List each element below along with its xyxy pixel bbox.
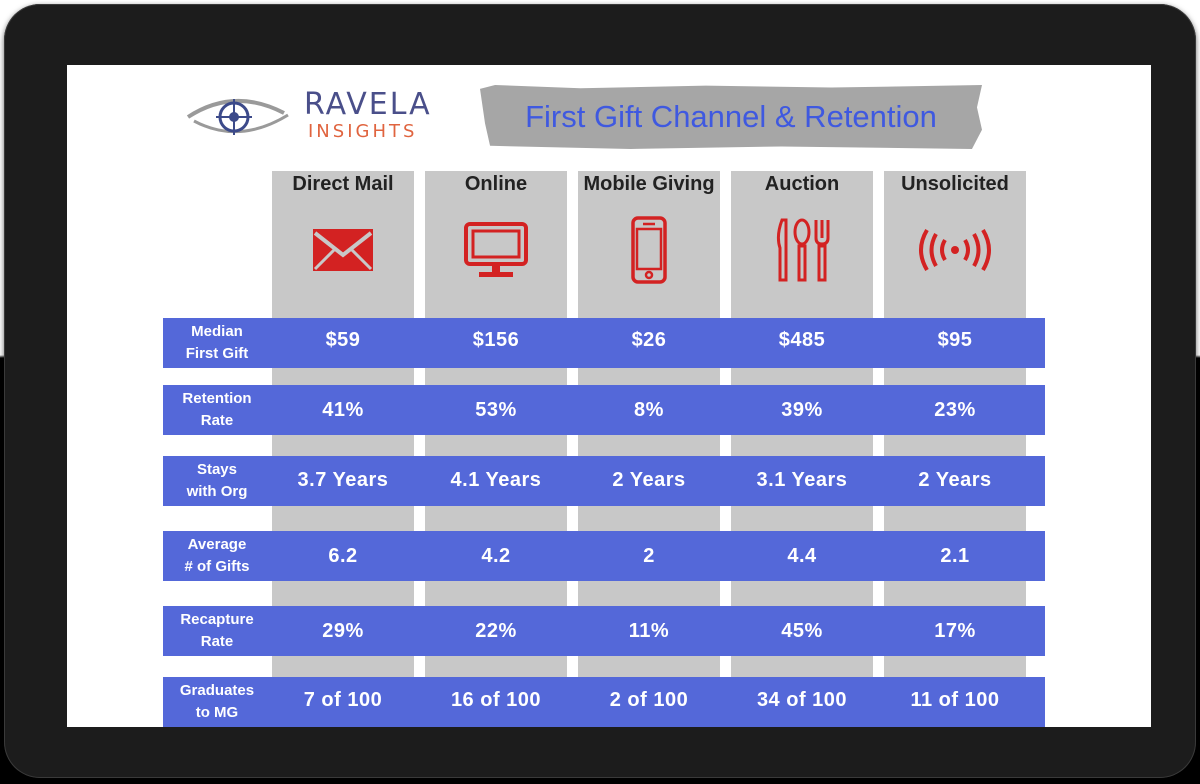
- table-row-median-first-gift: [163, 318, 1045, 368]
- table-cell: 16 of 100: [450, 688, 542, 711]
- envelope-icon: [313, 229, 373, 271]
- table-row-recapture-rate: [163, 606, 1045, 656]
- table-cell: 2 of 100: [609, 688, 689, 711]
- table-cell: 41%: [322, 398, 364, 421]
- table-cell: 11%: [628, 619, 670, 642]
- logo-insights-text: INSIGHTS: [308, 121, 418, 142]
- column-title: Mobile Giving: [583, 173, 715, 195]
- cutlery-icon: [776, 218, 830, 282]
- table-cell: $59: [325, 328, 361, 351]
- tablet-frame: RAVELA INSIGHTS First Gift Channel & Ret…: [4, 4, 1196, 778]
- table-cell: 2.1: [940, 544, 970, 567]
- row-label: Retention Rate: [182, 390, 252, 429]
- page-title: First Gift Channel & Retention: [525, 99, 937, 134]
- column-title: Unsolicited: [901, 173, 1009, 195]
- monitor-icon: [464, 222, 528, 277]
- table-cell: 8%: [634, 398, 664, 421]
- screen: RAVELA INSIGHTS First Gift Channel & Ret…: [67, 65, 1151, 727]
- table-row-retention-rate: [163, 385, 1045, 435]
- row-label: Recapture Rate: [180, 611, 254, 650]
- column-title: Online: [464, 173, 528, 195]
- table-cell: 2: [643, 544, 655, 567]
- logo-ravela-text: RAVELA: [304, 87, 432, 122]
- broadcast-icon: [919, 228, 991, 272]
- table-cell: 3.7 Years: [297, 468, 389, 491]
- table-row-stays-with-org: [163, 456, 1045, 506]
- title-banner-bg: [480, 85, 982, 149]
- table-cell: 22%: [475, 619, 517, 642]
- phone-icon: [631, 216, 667, 284]
- table-cell: 4.4: [787, 544, 817, 567]
- table-cell: $485: [778, 328, 826, 351]
- row-label: Average # of Gifts: [184, 536, 250, 575]
- table-cell: 11 of 100: [910, 688, 1000, 711]
- row-label: Stays with Org: [186, 461, 248, 500]
- ravela-logo: RAVELA INSIGHTS: [184, 85, 444, 145]
- table-cell: 39%: [781, 398, 823, 421]
- table-cell: 23%: [934, 398, 976, 421]
- row-label: Median First Gift: [185, 323, 249, 362]
- table-cell: 34 of 100: [756, 688, 848, 711]
- row-label: Graduates to MG: [179, 682, 255, 721]
- table-cell: 29%: [322, 619, 364, 642]
- table-cell: $156: [472, 328, 520, 351]
- table-cell: 17%: [934, 619, 976, 642]
- table-cell: 2 Years: [918, 468, 992, 491]
- table-row-average-gifts: [163, 531, 1045, 581]
- table-cell: $26: [631, 328, 667, 351]
- column-title: Auction: [764, 173, 840, 195]
- table-cell: 4.1 Years: [450, 468, 542, 491]
- column-title: Direct Mail: [292, 173, 394, 195]
- eye-logo-icon: [186, 98, 289, 135]
- table-cell: 2 Years: [612, 468, 686, 491]
- table-cell: 6.2: [328, 544, 358, 567]
- table-cell: 45%: [781, 619, 823, 642]
- table-cell: $95: [937, 328, 973, 351]
- table-cell: 4.2: [481, 544, 511, 567]
- table-cell: 3.1 Years: [756, 468, 848, 491]
- table-cell: 7 of 100: [303, 688, 383, 711]
- table-cell: 53%: [475, 398, 517, 421]
- table-row-graduates-to-mg: [163, 677, 1045, 727]
